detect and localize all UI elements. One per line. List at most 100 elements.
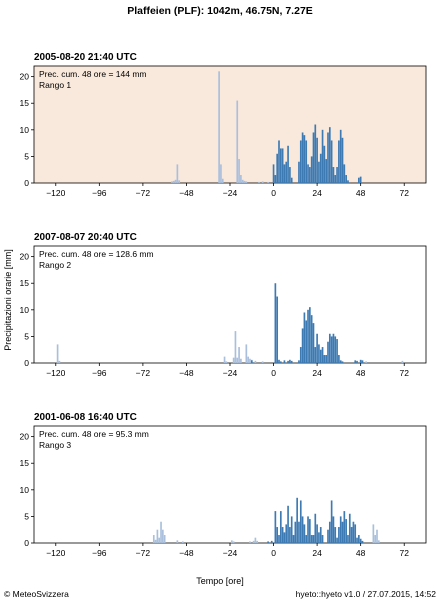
precip-bar-dark: [292, 535, 295, 543]
precip-bar-dark: [319, 153, 322, 183]
precip-bar-dark: [299, 500, 302, 543]
precip-bar-dark: [352, 521, 355, 543]
precip-bar-dark: [285, 524, 288, 543]
precip-bar-dark: [339, 516, 342, 543]
precip-bar-dark: [318, 532, 320, 543]
precip-bar-dark: [316, 137, 318, 183]
precip-bar-dark: [312, 323, 315, 363]
precip-bar-light: [254, 537, 257, 543]
precip-bar-dark: [347, 180, 349, 183]
precip-bar-light: [258, 181, 260, 183]
precip-bar-dark: [354, 524, 357, 543]
x-tick-label: −24: [223, 188, 238, 198]
precip-bar-dark: [250, 360, 253, 363]
y-axis-label: Precipitazioni orarie [mm]: [3, 249, 13, 351]
precip-bar-dark: [307, 309, 309, 363]
precip-bar-dark: [338, 140, 340, 183]
footer-credit: © MeteoSvizzera: [4, 589, 69, 599]
precip-bar-dark: [347, 535, 349, 543]
precip-bar-dark: [294, 521, 297, 543]
precip-bar-dark: [343, 511, 346, 543]
plot-area: [33, 425, 427, 544]
precip-bar-dark: [305, 320, 308, 363]
x-tick-label: −48: [179, 368, 194, 378]
precip-bar-light: [245, 181, 248, 183]
y-tick-label: 0: [24, 358, 29, 368]
precip-bar-dark: [309, 307, 311, 363]
precip-bar-light: [249, 541, 251, 543]
precip-bar-dark: [274, 175, 277, 183]
x-tick-label: −120: [46, 548, 65, 558]
precip-bar-light: [238, 347, 240, 363]
x-tick-label: −48: [179, 188, 194, 198]
x-tick-label: 24: [312, 548, 322, 558]
precip-bar-dark: [330, 336, 333, 363]
precip-bar-light: [365, 361, 367, 363]
precip-bar-dark: [301, 328, 304, 363]
precip-bar-light: [254, 360, 257, 363]
precip-bar-dark: [276, 527, 279, 543]
precip-bar-dark: [339, 129, 342, 183]
cumulative-precip-label: Prec. cum. 48 ore = 144 mm: [39, 69, 146, 79]
x-tick-label: −48: [179, 548, 194, 558]
precip-bar-light: [238, 159, 240, 183]
precip-bar-light: [232, 357, 235, 363]
precip-bar-dark: [332, 167, 335, 183]
precip-bar-dark: [281, 527, 284, 543]
precip-bar-light: [236, 357, 239, 363]
precip-bar-dark: [312, 535, 315, 543]
precip-bar-dark: [328, 333, 331, 363]
precip-bar-light: [58, 360, 61, 363]
precip-bar-dark: [283, 360, 286, 363]
precip-bar-dark: [334, 336, 337, 363]
rank-label: Rango 1: [39, 80, 71, 90]
x-tick-label: −120: [46, 368, 65, 378]
precip-bar-dark: [345, 175, 347, 183]
x-tick-label: −72: [136, 548, 151, 558]
precip-bar-light: [249, 358, 251, 363]
y-tick-label: 5: [24, 331, 29, 341]
precip-bar-dark: [287, 145, 289, 183]
precip-bar-dark: [327, 529, 329, 543]
precip-bar-dark: [350, 527, 353, 543]
precip-bar-light: [223, 356, 226, 363]
precip-bar-dark: [338, 527, 340, 543]
y-tick-label: 20: [20, 72, 30, 82]
x-tick-label: −24: [223, 548, 238, 558]
precip-bar-dark: [348, 513, 351, 543]
precip-bar-light: [163, 535, 166, 543]
precip-bar-dark: [298, 521, 300, 543]
precip-bar-dark: [325, 159, 328, 183]
x-tick-label: 72: [399, 188, 409, 198]
precip-bar-dark: [323, 145, 326, 183]
precip-bar-dark: [356, 360, 358, 363]
precip-bar-light: [158, 537, 161, 543]
precip-bar-light: [374, 535, 377, 543]
precip-bar-dark: [278, 535, 280, 543]
precip-bar-light: [176, 540, 179, 543]
precip-bar-light: [171, 181, 173, 183]
precip-bar-dark: [321, 347, 324, 363]
precip-bar-dark: [276, 153, 279, 183]
precip-bar-dark: [274, 511, 277, 543]
precip-bar-light: [261, 181, 264, 183]
precip-bar-light: [261, 361, 264, 363]
panels-group: 2005-08-20 21:40 UTC Prec. cum. 48 ore = …: [20, 52, 427, 558]
precip-bar-dark: [318, 344, 320, 363]
precip-bar-light: [247, 356, 249, 363]
precip-bar-light: [218, 71, 220, 183]
chart-panel: 2001-06-08 16:40 UTC Prec. cum. 48 ore = …: [20, 412, 427, 558]
precip-bar-dark: [285, 161, 288, 183]
precip-bar-light: [162, 529, 164, 543]
precip-bar-dark: [316, 524, 318, 543]
precip-bar-dark: [341, 137, 344, 183]
x-axis-label: Tempo [ore]: [196, 576, 244, 586]
precip-bar-dark: [336, 167, 338, 183]
precip-bar-light: [376, 529, 378, 543]
precip-bar-dark: [289, 167, 291, 183]
plot-area: [33, 65, 427, 184]
footer-version: hyeto::hyeto v1.0 / 27.07.2015, 14:52: [296, 589, 437, 599]
y-tick-label: 5: [24, 151, 29, 161]
precip-bar-light: [241, 179, 244, 183]
